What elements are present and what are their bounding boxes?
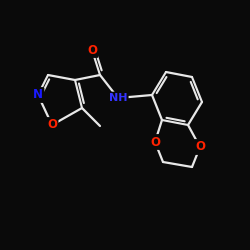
Text: O: O [150, 136, 160, 148]
Text: O: O [195, 140, 205, 153]
Text: NH: NH [109, 93, 127, 103]
Text: O: O [47, 118, 57, 132]
Text: N: N [33, 88, 43, 102]
Text: O: O [87, 44, 97, 57]
